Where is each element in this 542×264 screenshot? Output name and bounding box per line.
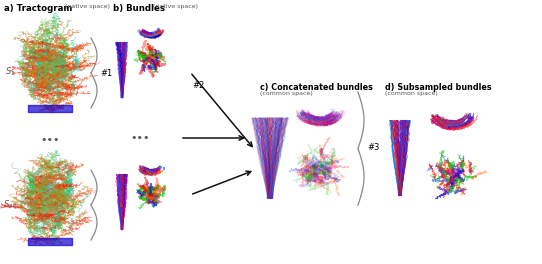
Text: #3: #3: [367, 144, 379, 153]
Text: (common space): (common space): [260, 91, 313, 96]
Text: (native space): (native space): [151, 4, 198, 9]
Text: d) Subsampled bundles: d) Subsampled bundles: [385, 83, 492, 92]
Text: c) Concatenated bundles: c) Concatenated bundles: [260, 83, 373, 92]
Text: b) Bundles: b) Bundles: [113, 4, 165, 13]
Text: •••: •••: [40, 135, 60, 145]
Text: a) Tractogram: a) Tractogram: [4, 4, 73, 13]
Text: $S_1$: $S_1$: [5, 66, 15, 78]
Text: #1: #1: [100, 68, 112, 78]
Text: $S_{20}$: $S_{20}$: [3, 199, 17, 211]
Text: (native space): (native space): [63, 4, 110, 9]
Text: (common space): (common space): [385, 91, 438, 96]
Text: •••: •••: [130, 133, 150, 143]
Text: #2: #2: [192, 81, 204, 89]
